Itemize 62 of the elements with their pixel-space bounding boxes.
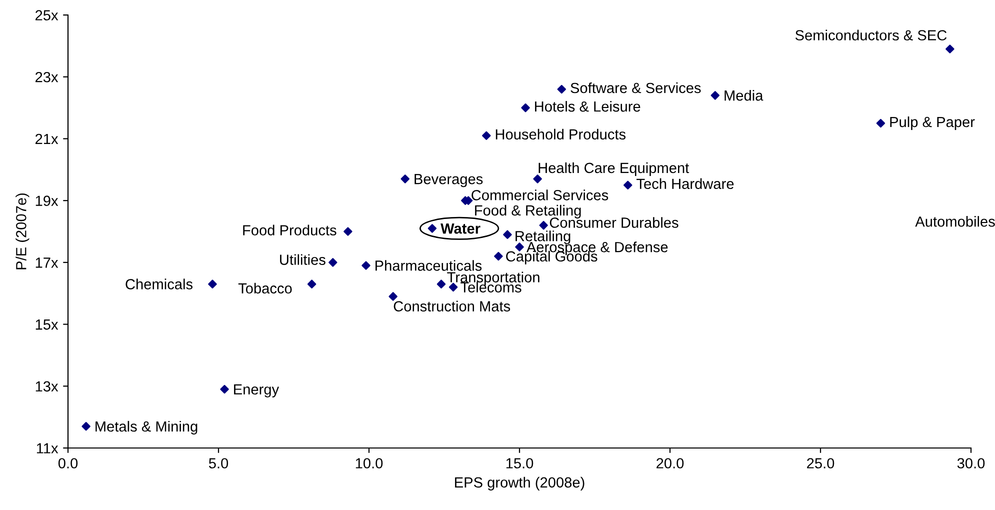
x-tick-label: 15.0 — [506, 458, 534, 468]
x-tick-label: 0.0 — [58, 458, 78, 468]
point — [307, 280, 316, 288]
x-tick-label: 30.0 — [957, 458, 985, 468]
point — [428, 224, 437, 233]
point — [482, 131, 491, 140]
annotation: Automobiles — [915, 216, 995, 227]
data-label: Food & Retailing — [475, 204, 581, 218]
point — [400, 174, 410, 184]
data-label: Tech Hardware — [636, 178, 734, 190]
data-label: Hotels & Leisure — [535, 100, 640, 112]
data-label: Tobacco — [238, 282, 292, 294]
point — [208, 280, 217, 288]
data-label: Commercial Services — [472, 190, 608, 200]
x-tick-label: 20.0 — [656, 458, 684, 468]
point — [946, 44, 954, 54]
y-tick-label: 17x — [36, 258, 58, 268]
data-label: Construction Mats — [394, 300, 510, 312]
y-axis-title: P/E (2007e) — [16, 193, 30, 270]
point — [388, 292, 398, 301]
point — [557, 84, 566, 94]
data-label: Metals & Mining — [96, 420, 198, 435]
point — [539, 220, 548, 230]
point — [82, 422, 90, 431]
point — [533, 174, 542, 184]
y-tick-label: 15x — [36, 320, 58, 330]
data-label: Utilities — [280, 254, 326, 265]
data-label: Retailing — [516, 230, 570, 244]
data-label: Food Products — [243, 224, 336, 236]
y-tick-label: 13x — [36, 381, 58, 392]
data-label: Semiconductors & SEC — [795, 30, 947, 40]
y-tick-label: 11x — [36, 443, 58, 454]
point — [521, 103, 530, 112]
point — [436, 280, 446, 288]
point — [328, 258, 338, 267]
x-tick-label: 10.0 — [356, 458, 383, 468]
data-label: Water — [440, 224, 480, 234]
y-tick-label: 23x — [36, 72, 58, 82]
data-label: Beverages — [414, 174, 483, 188]
point — [503, 230, 512, 239]
data-label: Pulp & Paper — [890, 116, 975, 130]
point — [344, 227, 352, 236]
data-label: Health Care Equipment — [538, 162, 690, 176]
y-tick-label: 19x — [36, 196, 58, 206]
data-label: Household Products — [496, 128, 626, 140]
point — [876, 118, 886, 128]
point — [623, 180, 632, 190]
point — [494, 252, 503, 261]
point — [710, 91, 720, 100]
x-axis-title: EPS growth (2008e) — [455, 476, 584, 490]
data-label: Energy — [234, 384, 280, 398]
x-tick-label: 5.0 — [208, 458, 228, 468]
y-tick-label: 25x — [36, 10, 58, 20]
data-label: Software & Services — [570, 82, 701, 94]
y-tick-label: 21x — [36, 134, 58, 144]
data-label: Pharmaceuticals — [376, 260, 482, 271]
data-label: Chemicals — [126, 278, 193, 290]
point — [362, 261, 370, 270]
point — [220, 384, 229, 394]
x-tick-label: 25.0 — [807, 458, 834, 468]
data-label: Media — [724, 90, 764, 101]
data-label: Consumer Durables — [550, 217, 678, 228]
